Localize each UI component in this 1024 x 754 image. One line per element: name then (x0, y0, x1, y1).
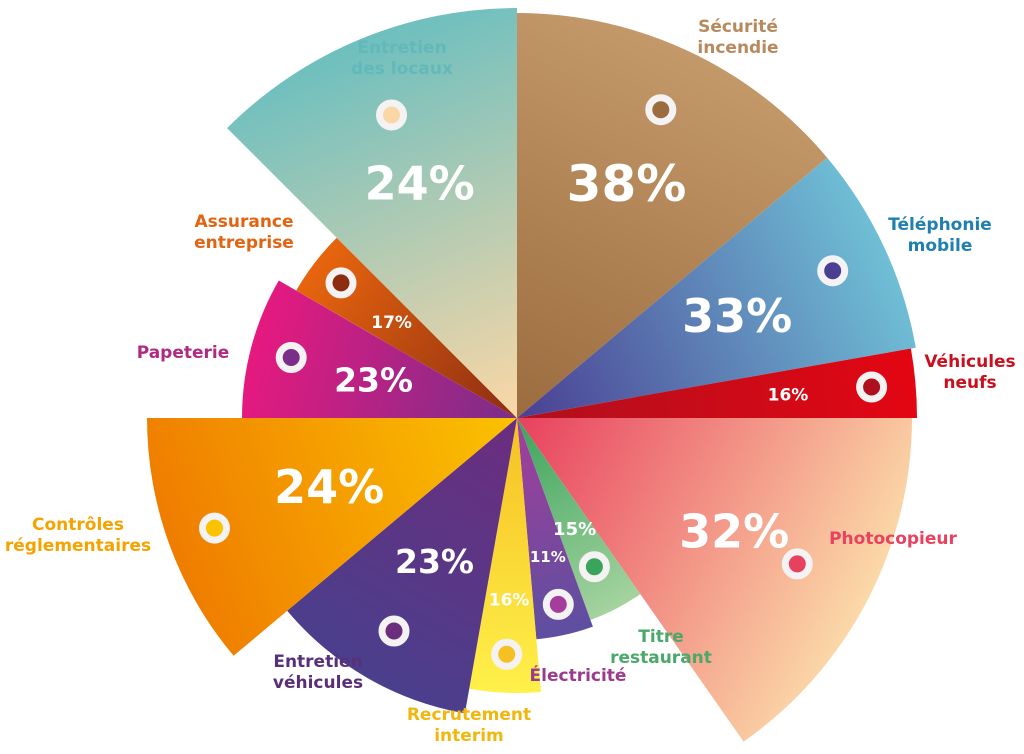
sector-2 (517, 157, 916, 418)
chart-value-labels: 38% 33% 16% 32% 15% 11% 16% 23% 24% 23% 17% 24% (274, 155, 808, 610)
value-label: 11% (530, 548, 566, 566)
ring-marker-icon (578, 551, 610, 583)
value-label: 23% (395, 542, 474, 581)
category-label: Contrôles réglementaires (5, 515, 151, 556)
sector-12 (227, 8, 517, 418)
ring-marker-icon (781, 548, 813, 580)
ring-marker-icon (817, 255, 849, 287)
ring-marker-icon (542, 588, 574, 620)
sector-4 (517, 418, 913, 742)
sector-7 (469, 418, 541, 694)
ring-marker-icon (275, 342, 307, 373)
sector-6 (517, 418, 593, 640)
ring-marker-icon (378, 615, 410, 647)
category-label: Entretien véhicules (273, 652, 363, 693)
value-label: 24% (274, 460, 384, 514)
value-label: 32% (679, 505, 789, 559)
ring-marker-icon (856, 371, 888, 403)
sector-3 (517, 348, 917, 418)
sector-8 (287, 418, 517, 714)
value-label: 33% (682, 289, 792, 343)
category-label: Titre restaurant (610, 627, 712, 668)
value-label: 17% (371, 313, 412, 333)
value-label: 23% (334, 360, 413, 399)
value-label: 24% (365, 157, 475, 211)
ring-marker-icon (325, 267, 357, 299)
ring-marker-icon (199, 512, 230, 544)
sector-10 (241, 280, 517, 418)
chart-sectors (147, 8, 917, 742)
value-label: 16% (489, 590, 530, 610)
ring-marker-icon (491, 638, 523, 670)
chart-category-labels: Sécurité incendie Téléphonie mobile Véhicule… (5, 17, 1016, 746)
sector-1 (517, 13, 828, 418)
ring-marker-icon (645, 94, 677, 126)
value-label: 16% (768, 385, 809, 405)
category-label: Entretien des locaux (351, 38, 453, 79)
ring-marker-icon (376, 99, 407, 131)
category-label: Électricité (530, 664, 627, 686)
category-label: Assurance entreprise (194, 212, 294, 253)
category-label: Véhicules neufs (924, 352, 1015, 393)
category-label: Papeterie (137, 343, 230, 363)
sector-9 (147, 418, 517, 656)
category-label: Recrutement interim (407, 705, 531, 746)
value-label: 38% (567, 155, 687, 213)
chart-markers (199, 94, 888, 670)
category-label: Sécurité incendie (697, 17, 778, 58)
value-label: 15% (553, 519, 596, 540)
category-label: Téléphonie mobile (888, 215, 992, 256)
category-label: Photocopieur (829, 529, 957, 549)
